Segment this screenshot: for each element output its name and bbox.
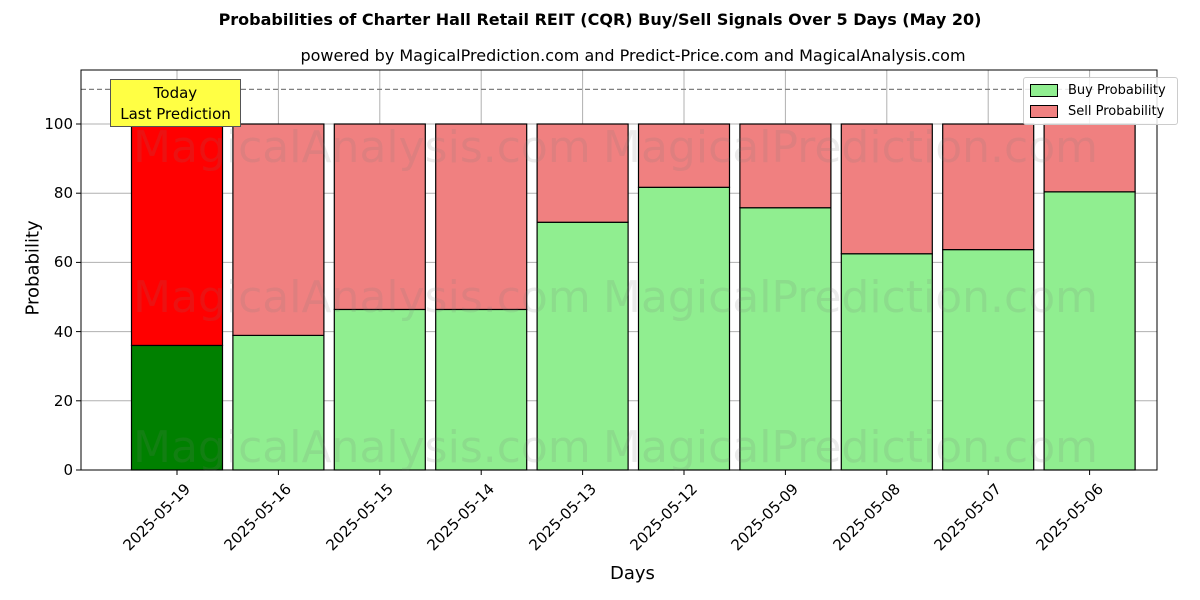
buy-bar xyxy=(942,248,1035,471)
watermark: MagicalAnalysis.com xyxy=(133,422,591,473)
watermark: MagicalPrediction.com xyxy=(603,422,1098,473)
y-tick-label: 60 xyxy=(53,253,73,272)
buy-bar xyxy=(130,344,224,471)
watermark: MagicalPrediction.com xyxy=(603,122,1098,173)
annotation-line2: Last Prediction xyxy=(120,105,231,123)
y-tick-label: 0 xyxy=(63,461,73,479)
y-tick-label: 20 xyxy=(53,391,73,410)
sell-swatch-icon xyxy=(1030,105,1058,118)
sell-bar xyxy=(1043,123,1136,193)
y-axis-label: Probability xyxy=(22,220,44,316)
sell-bar xyxy=(942,123,1035,251)
today-annotation: Today Last Prediction xyxy=(110,79,241,127)
buy-bar xyxy=(435,308,528,471)
sell-bar xyxy=(536,123,629,223)
annotation-line1: Today xyxy=(153,84,198,102)
buy-bar xyxy=(840,253,933,471)
watermark: MagicalAnalysis.com xyxy=(133,272,591,323)
buy-bar xyxy=(536,221,629,471)
buy-bar xyxy=(232,334,325,471)
chart-subtitle: powered by MagicalPrediction.com and Pre… xyxy=(300,46,966,65)
buy-bar xyxy=(739,207,832,471)
y-tick-label: 80 xyxy=(53,184,73,203)
legend-buy-label: Buy Probability xyxy=(1068,83,1166,98)
buy-bar xyxy=(637,186,731,471)
legend-item-buy: Buy Probability xyxy=(1030,83,1166,98)
watermark: MagicalPrediction.com xyxy=(603,272,1098,323)
sell-bar xyxy=(130,123,224,347)
chart-title: Probabilities of Charter Hall Retail REI… xyxy=(218,10,982,29)
sell-bar xyxy=(637,123,731,188)
buy-bar xyxy=(1043,191,1136,471)
watermark: MagicalAnalysis.com xyxy=(133,122,591,173)
legend-item-sell: Sell Probability xyxy=(1030,104,1164,119)
y-tick-label: 100 xyxy=(44,115,73,133)
sell-bar xyxy=(840,123,933,255)
buy-swatch-icon xyxy=(1030,84,1058,97)
sell-bar xyxy=(435,123,528,311)
y-tick-label: 40 xyxy=(53,322,73,341)
sell-bar xyxy=(333,123,426,311)
sell-bar xyxy=(739,123,832,209)
sell-bar xyxy=(232,123,325,337)
legend: Buy Probability Sell Probability xyxy=(1023,77,1178,125)
x-axis-label: Days xyxy=(610,563,655,584)
legend-sell-label: Sell Probability xyxy=(1068,104,1165,119)
buy-bar xyxy=(333,308,426,471)
